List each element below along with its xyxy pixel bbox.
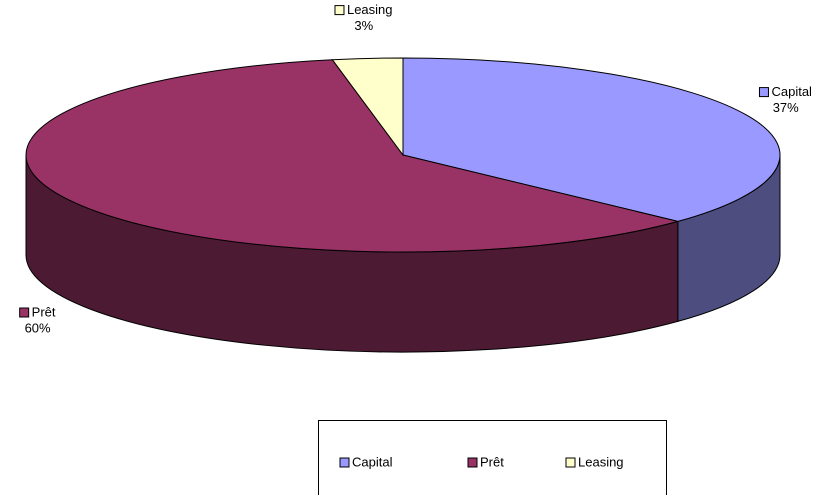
data-label-value: 60% bbox=[25, 320, 51, 335]
data-label-value: 3% bbox=[354, 18, 373, 33]
legend-label: Prêt bbox=[480, 454, 504, 469]
legend-label: Leasing bbox=[578, 454, 624, 469]
data-label-swatch bbox=[334, 5, 345, 16]
data-label-name: Leasing bbox=[347, 2, 393, 17]
legend-swatch bbox=[339, 457, 350, 468]
data-label-value: 37% bbox=[773, 100, 799, 115]
data-label-name: Prêt bbox=[32, 304, 56, 319]
data-label-swatch bbox=[758, 87, 769, 98]
legend-swatch bbox=[565, 457, 576, 468]
data-label-name: Capital bbox=[771, 84, 812, 99]
legend-swatch bbox=[467, 457, 478, 468]
legend-box bbox=[318, 420, 667, 495]
slice bbox=[402, 57, 781, 222]
slice bbox=[25, 59, 678, 253]
slice bbox=[331, 57, 404, 157]
legend-label: Capital bbox=[352, 454, 393, 469]
data-label-swatch bbox=[19, 307, 30, 318]
